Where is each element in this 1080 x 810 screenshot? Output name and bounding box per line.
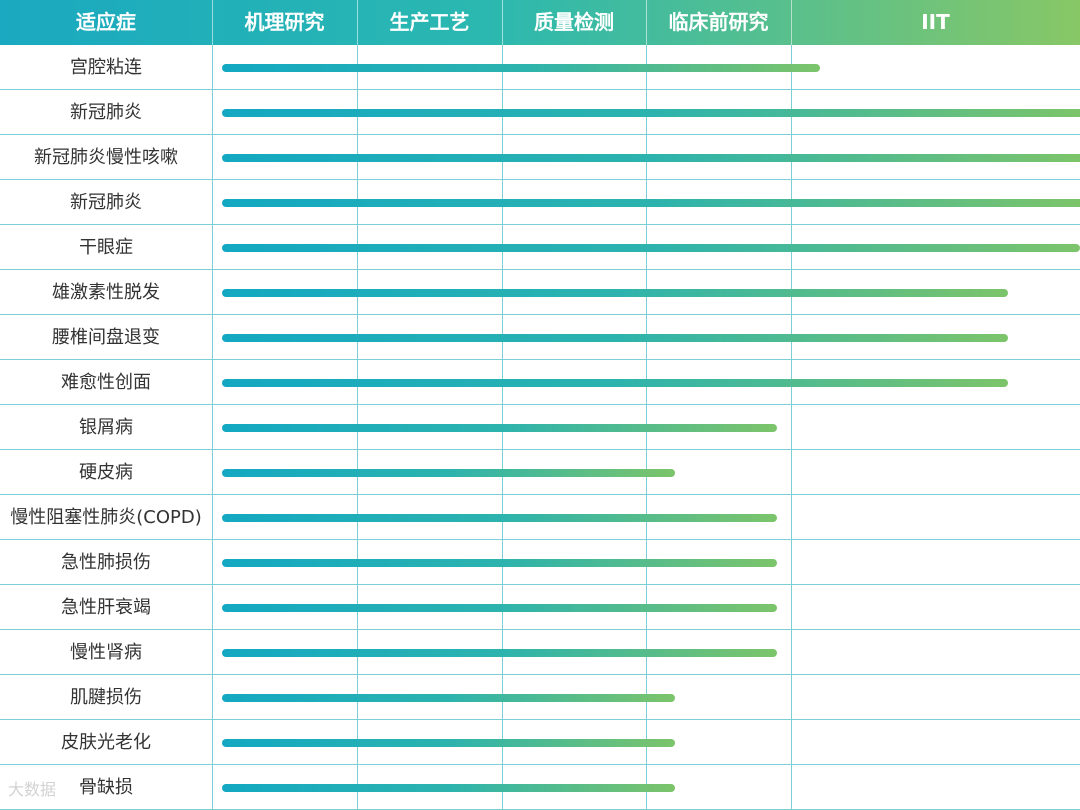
header-separator [791,0,792,45]
grid-line-horizontal [0,224,1080,225]
grid-line-horizontal [0,134,1080,135]
column-header: 临床前研究 [668,10,769,34]
header-separator [646,0,647,45]
progress-bar [222,289,1008,297]
indication-label: 慢性阻塞性肺炎(COPD) [10,507,202,528]
progress-bar [222,604,777,612]
progress-bar [222,199,1080,207]
indication-label: 急性肺损伤 [61,552,151,573]
grid-line-horizontal [0,179,1080,180]
indication-label: 宫腔粘连 [70,57,142,78]
indication-label: 难愈性创面 [61,372,151,393]
progress-bar [222,469,675,477]
progress-bar [222,334,1008,342]
indication-label: 干眼症 [79,237,133,258]
grid-line-horizontal [0,494,1080,495]
grid-line-vertical [791,45,792,810]
progress-bar [222,694,675,702]
grid-line-horizontal [0,89,1080,90]
header-separator [212,0,213,45]
progress-bar [222,514,777,522]
indication-label: 肌腱损伤 [70,687,142,708]
indication-label: 硬皮病 [79,462,133,483]
watermark: 大数据 [8,780,57,799]
progress-bar [222,559,777,567]
grid-line-horizontal [0,629,1080,630]
progress-bar [222,424,777,432]
column-header: 机理研究 [244,10,325,34]
indication-label: 骨缺损 [79,777,133,798]
grid-line-horizontal [0,404,1080,405]
progress-bar [222,64,820,72]
grid-line-horizontal [0,539,1080,540]
indication-label: 皮肤光老化 [61,732,151,753]
header-separator [502,0,503,45]
grid-line-horizontal [0,269,1080,270]
grid-line-horizontal [0,674,1080,675]
indication-label: 新冠肺炎慢性咳嗽 [34,147,178,168]
grid-line-horizontal [0,764,1080,765]
grid-line-vertical [212,45,213,810]
grid-line-horizontal [0,359,1080,360]
column-header: 生产工艺 [389,10,470,34]
grid-line-horizontal [0,314,1080,315]
indication-label: 雄激素性脱发 [52,282,160,303]
header-separator [357,0,358,45]
indication-label: 慢性肾病 [70,642,142,663]
indication-label: 银屑病 [79,417,133,438]
progress-bar [222,379,1008,387]
column-header: 适应症 [76,10,136,34]
progress-bar [222,739,675,747]
column-header: IIT [921,10,950,34]
indication-label: 新冠肺炎 [70,192,142,213]
indication-label: 腰椎间盘退变 [52,327,160,348]
indication-label: 新冠肺炎 [70,102,142,123]
column-header: 质量检测 [534,10,614,34]
progress-bar [222,784,675,792]
indication-label: 急性肝衰竭 [61,597,151,618]
progress-bar [222,244,1080,252]
grid-line-horizontal [0,584,1080,585]
grid-line-horizontal [0,719,1080,720]
header-row: 适应症 机理研究 生产工艺 质量检测 临床前研究 IIT [0,0,1080,45]
progress-bar [222,109,1080,117]
progress-bar [222,649,777,657]
progress-bar [222,154,1080,162]
grid-line-horizontal [0,449,1080,450]
